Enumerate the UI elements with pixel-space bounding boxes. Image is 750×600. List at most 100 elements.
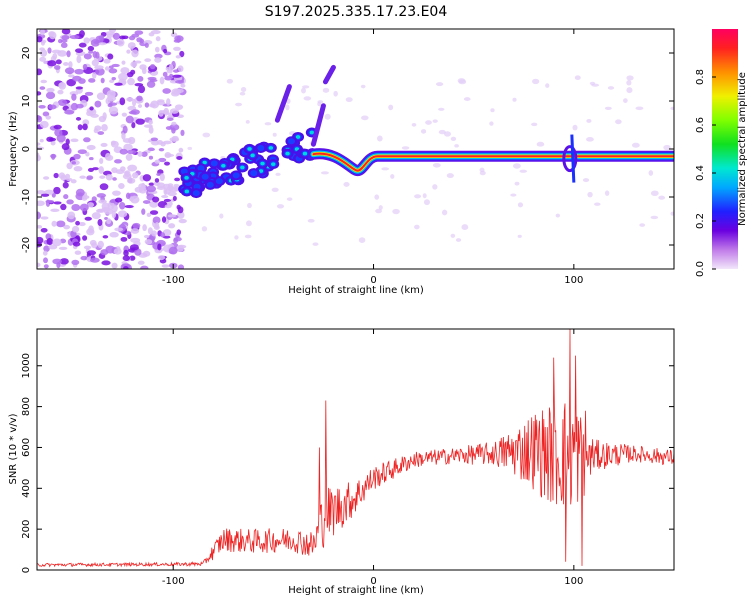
- disturbance-streak: [570, 134, 576, 183]
- noise-blob: [66, 79, 76, 87]
- signal-blob-core: [287, 138, 295, 145]
- speckle: [545, 83, 550, 88]
- speckle: [639, 223, 646, 227]
- signal-blob-peak: [202, 160, 207, 165]
- noise-blob: [65, 177, 73, 182]
- disturbance-blob: [562, 145, 578, 173]
- speckle: [374, 194, 380, 200]
- speckle: [626, 75, 634, 81]
- colorbar-tick-label: 0.6: [695, 117, 706, 133]
- noise-blob: [159, 173, 165, 182]
- noise-blob: [146, 80, 156, 88]
- noise-blob: [71, 259, 80, 266]
- speckle: [648, 170, 654, 176]
- noise-blob: [178, 218, 187, 224]
- noise-blob: [148, 126, 154, 134]
- noise-blob: [160, 232, 166, 238]
- noise-blob: [137, 151, 143, 157]
- noise-blob: [131, 122, 136, 129]
- speckle: [450, 233, 456, 238]
- speckle: [457, 78, 466, 84]
- noise-blob: [58, 246, 68, 251]
- noise-blob: [121, 60, 126, 65]
- noise-blob: [134, 83, 144, 87]
- colorbar-ticks: 0.0 0.2 0.4 0.6 0.8: [695, 69, 716, 277]
- noise-blob: [39, 138, 44, 143]
- noise-blob: [159, 76, 165, 85]
- speckle: [441, 209, 448, 216]
- noise-blob: [164, 161, 170, 166]
- noise-blob: [176, 156, 183, 160]
- speckle: [285, 104, 290, 111]
- noise-blob: [60, 203, 67, 211]
- noise-blob: [135, 118, 145, 125]
- noise-blob: [177, 211, 185, 219]
- speckle: [587, 191, 593, 198]
- speckle: [219, 213, 224, 219]
- noise-blob: [137, 76, 144, 82]
- spectrogram-ytick-label: 10: [21, 95, 32, 108]
- noise-blob: [37, 236, 44, 244]
- noise-blob: [142, 224, 147, 232]
- noise-blob: [53, 124, 62, 130]
- speckle: [512, 97, 517, 102]
- speckle: [461, 224, 469, 231]
- noise-blob: [111, 76, 116, 81]
- speckle: [517, 202, 524, 208]
- noise-blob: [150, 137, 159, 142]
- noise-blob: [58, 82, 65, 88]
- noise-blob: [97, 208, 104, 213]
- spectrogram-ytick-label: -20: [21, 237, 32, 253]
- noise-blob: [71, 161, 77, 165]
- speckle: [390, 174, 395, 179]
- speckle: [401, 146, 410, 150]
- speckle: [239, 91, 246, 96]
- noise-blob: [125, 192, 131, 200]
- noise-blob: [144, 42, 149, 48]
- noise-blob: [55, 59, 62, 65]
- speckle: [271, 187, 279, 192]
- noise-blob: [98, 42, 107, 46]
- snr-ylabel: SNR (10 * v/v): [8, 413, 19, 484]
- noise-blob: [79, 175, 86, 179]
- signal-blob-core: [250, 170, 258, 177]
- speckle: [626, 80, 632, 86]
- speckle: [320, 171, 329, 175]
- noise-blob: [147, 147, 155, 152]
- noise-blob: [62, 181, 69, 189]
- snr-ytick-label: 1000: [21, 353, 32, 378]
- speckle: [378, 205, 383, 210]
- noise-blob: [156, 100, 166, 106]
- noise-blob: [71, 203, 81, 212]
- noise-blob: [71, 225, 80, 233]
- speckle: [510, 193, 517, 197]
- snr-frame: [36, 328, 675, 571]
- noise-blob: [149, 64, 156, 70]
- noise-blob: [77, 124, 83, 131]
- speckle: [631, 142, 640, 148]
- speckle: [381, 167, 390, 171]
- noise-blob: [140, 265, 149, 269]
- noise-blob: [96, 92, 106, 100]
- snr-xtick-label: -100: [162, 576, 185, 587]
- noise-blob: [63, 194, 69, 200]
- speckle: [650, 190, 659, 197]
- noise-blob: [163, 187, 168, 196]
- noise-blob: [144, 239, 153, 245]
- noise-blob: [53, 186, 61, 195]
- noise-blob: [75, 86, 84, 90]
- speckle: [226, 78, 234, 84]
- noise-blob: [162, 229, 172, 237]
- noise-blob: [83, 37, 90, 44]
- noise-blob: [132, 222, 141, 229]
- speckle: [345, 97, 353, 103]
- noise-blob: [174, 185, 179, 192]
- noise-blob: [166, 117, 174, 121]
- noise-blob: [113, 248, 122, 255]
- noise-blob: [70, 138, 79, 143]
- speckle: [343, 181, 350, 187]
- noise-blob: [137, 260, 145, 265]
- noise-blob: [109, 231, 119, 238]
